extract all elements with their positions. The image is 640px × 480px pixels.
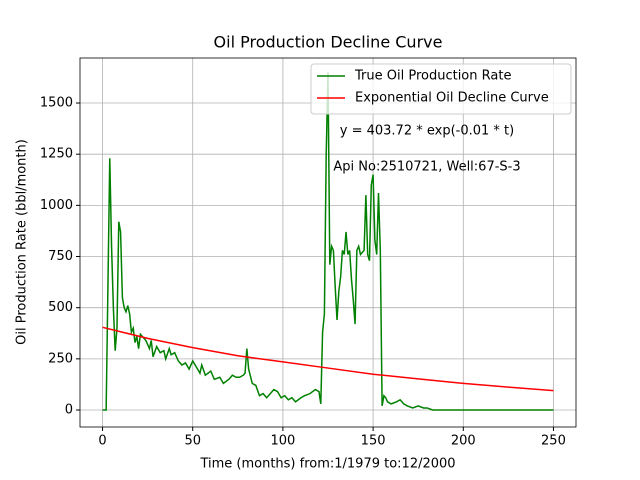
legend-label: True Oil Production Rate [354,69,511,84]
data-line [102,72,554,411]
x-tick-label: 200 [451,434,476,449]
chart-title: Oil Production Decline Curve [214,33,443,52]
y-tick-label: 1500 [40,96,73,111]
x-tick-label: 150 [361,434,386,449]
x-tick-label: 50 [184,434,201,449]
y-tick-label: 750 [48,249,73,264]
x-tick-label: 0 [98,434,106,449]
y-tick-label: 1000 [40,198,73,213]
annotation: Api No:2510721, Well:67-S-3 [333,160,520,175]
x-tick-label: 250 [541,434,566,449]
y-tick-label: 250 [48,351,73,366]
plot-frame [79,57,577,428]
y-tick-label: 1250 [40,147,73,162]
y-tick-label: 0 [65,403,73,418]
data-line [102,326,554,392]
y-tick-label: 500 [48,300,73,315]
y-axis-label: Oil Production Rate (bbl/month) [15,139,30,345]
x-tick-label: 100 [270,434,295,449]
x-axis-label: Time (months) from:1/1979 to:12/2000 [199,457,455,472]
legend-box [310,63,572,115]
legend-label: Exponential Oil Decline Curve [355,91,549,106]
annotation: y = 403.72 * exp(-0.01 * t) [340,124,514,139]
